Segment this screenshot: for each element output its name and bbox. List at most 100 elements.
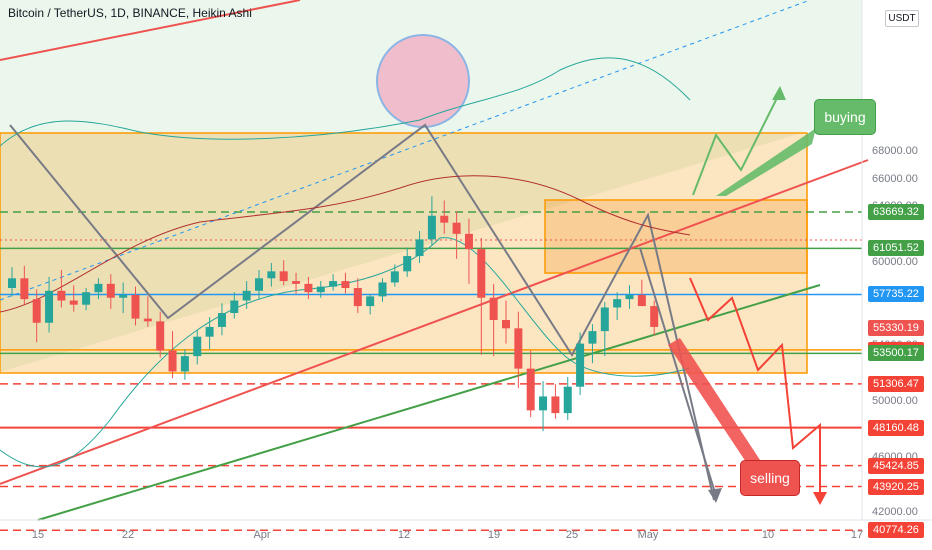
candle-body <box>551 396 560 414</box>
candle-body <box>329 281 338 287</box>
candle-body <box>378 282 387 297</box>
time-axis-label: 22 <box>121 529 135 541</box>
channel-fill-zone <box>0 0 862 372</box>
selling-callout[interactable]: selling <box>740 460 800 496</box>
zigzag-path <box>9 123 715 501</box>
buy-arrow-head <box>772 86 786 100</box>
candle-body <box>119 294 128 298</box>
time-axis-label: 15 <box>31 529 45 541</box>
buying-callout[interactable]: buying <box>814 99 876 135</box>
candle-body <box>45 290 54 323</box>
candle-body <box>8 278 16 289</box>
candle-body <box>613 299 622 308</box>
candle-body <box>637 294 646 307</box>
time-axis-label: 25 <box>565 529 579 541</box>
time-axis-label: 10 <box>761 529 775 541</box>
candle-body <box>292 281 301 284</box>
candle-body <box>180 356 189 372</box>
top-highlight-circle <box>376 34 470 128</box>
candle-body <box>242 290 251 301</box>
target-box-outline <box>544 199 808 274</box>
price-tag: 55330.19 <box>868 319 924 336</box>
candle-body <box>279 271 288 282</box>
candle-body <box>57 290 66 301</box>
candle-body <box>366 296 375 307</box>
candle-body <box>440 215 449 223</box>
candle-body <box>489 297 498 320</box>
projection-arrow-head <box>708 488 722 503</box>
price-tag: 57735.22 <box>868 286 924 303</box>
candle-body <box>304 283 313 293</box>
candle-body <box>625 294 634 300</box>
lower-band <box>0 237 691 468</box>
candle-body <box>600 307 609 332</box>
candle-body <box>20 278 29 300</box>
candle-body <box>267 271 276 279</box>
price-tag: 48160.48 <box>868 419 924 436</box>
candle-body <box>650 306 659 327</box>
buy-scenario-path <box>692 91 781 196</box>
chart-title: Bitcoin / TetherUS, 1D, BINANCE, Heikin … <box>8 6 252 20</box>
price-tag: 63669.32 <box>868 203 924 220</box>
price-tag: 40774.26 <box>868 522 924 539</box>
candle-body <box>193 336 202 357</box>
time-axis-label: 12 <box>397 529 411 541</box>
candle-body <box>514 328 523 369</box>
candle-body <box>563 386 572 414</box>
upper-channel-line <box>0 0 301 61</box>
price-axis-label: 50000.00 <box>872 395 918 407</box>
candle-body <box>69 300 78 305</box>
price-tag: 53500.17 <box>868 345 924 362</box>
price-axis-label: 66000.00 <box>872 172 918 185</box>
candle-body <box>32 299 41 323</box>
middle-band <box>0 175 691 313</box>
candle-body <box>82 292 91 305</box>
time-axis-label: 19 <box>487 529 501 541</box>
candle-body <box>94 283 103 293</box>
candle-body <box>341 281 350 289</box>
upper-band <box>0 57 691 147</box>
sell-scenario-path <box>689 277 821 498</box>
candle-body <box>415 239 424 257</box>
candle-body <box>390 271 399 283</box>
candle-body <box>403 256 412 272</box>
candle-body <box>526 368 535 411</box>
target-box-zone <box>545 200 807 273</box>
candle-body <box>230 300 239 314</box>
candle-body <box>452 222 461 234</box>
support-trendline <box>37 284 821 521</box>
price-tag: 51306.47 <box>868 375 924 392</box>
price-tag: 43920.25 <box>868 478 924 495</box>
time-axis-label: 17 <box>850 529 864 541</box>
time-axis-label: Apr <box>253 529 271 541</box>
lower-channel-line <box>0 159 869 485</box>
candle-body <box>588 331 597 344</box>
price-tag: 45424.85 <box>868 457 924 474</box>
price-axis-label: 42000.00 <box>872 506 918 519</box>
candle-body <box>156 321 165 351</box>
currency-badge[interactable]: USDT <box>885 10 919 27</box>
candle-body <box>168 350 177 372</box>
candle-body <box>255 278 263 291</box>
price-tag: 61051.52 <box>868 240 924 257</box>
price-axis-label: 68000.00 <box>872 144 918 157</box>
candle-body <box>502 319 510 329</box>
projection-arrow <box>639 247 717 497</box>
sell-callout-pointer <box>668 338 760 465</box>
buy-callout-pointer <box>716 128 816 196</box>
candle-body <box>205 326 214 337</box>
sell-arrow-head <box>813 492 827 505</box>
candle-body <box>106 283 115 298</box>
candle-body <box>576 343 585 387</box>
candle-body <box>131 294 140 319</box>
candle-body <box>353 288 362 307</box>
price-axis-label: 60000.00 <box>872 256 918 268</box>
candle-body <box>539 396 548 411</box>
candle-body <box>217 313 226 327</box>
time-axis-label: May <box>637 529 659 541</box>
candle-body <box>477 249 486 298</box>
candle-body <box>464 233 473 250</box>
candle-body <box>143 318 152 322</box>
